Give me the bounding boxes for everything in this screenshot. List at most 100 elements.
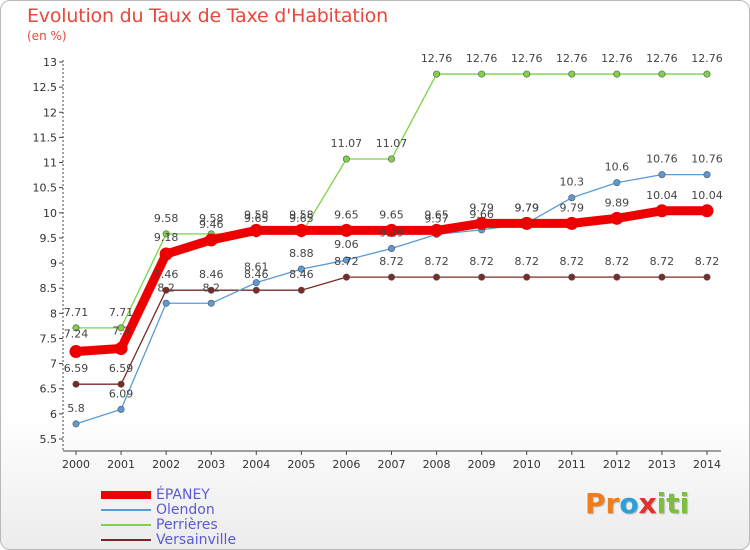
data-label: 12.76 — [421, 52, 453, 65]
legend-label: Perrières — [156, 517, 218, 533]
y-tick-label: 9.5 — [40, 232, 58, 245]
data-point — [162, 286, 170, 294]
data-label: 9.57 — [424, 212, 449, 225]
data-point — [658, 70, 666, 78]
y-tick-label: 12.5 — [33, 81, 58, 94]
data-label: 10.3 — [560, 176, 585, 189]
data-point — [207, 286, 215, 294]
x-tick-label: 2003 — [197, 458, 225, 471]
data-point — [342, 155, 350, 163]
data-point — [478, 70, 486, 78]
y-tick-label: 9 — [50, 257, 57, 270]
data-label: 9.79 — [514, 201, 539, 214]
data-point — [342, 273, 350, 281]
data-point — [339, 223, 353, 237]
data-point — [568, 194, 576, 202]
data-label: 5.8 — [67, 402, 85, 415]
data-label: 9.65 — [424, 208, 449, 221]
data-label: 8.46 — [199, 268, 224, 281]
data-label: 7.71 — [109, 306, 134, 319]
x-tick-label: 2005 — [287, 458, 315, 471]
data-point — [613, 273, 621, 281]
data-label: 6.59 — [109, 362, 134, 375]
y-tick-label: 8 — [50, 307, 57, 320]
data-point — [475, 216, 489, 230]
data-point — [72, 420, 80, 428]
data-label: 9.65 — [334, 208, 359, 221]
data-point — [387, 155, 395, 163]
data-label: 8.72 — [514, 255, 539, 268]
data-label: 9.06 — [334, 238, 359, 251]
legend-label: ÉPANEY — [156, 487, 210, 503]
legend-swatch — [101, 539, 151, 541]
data-point — [523, 273, 531, 281]
data-label: 9.18 — [154, 231, 179, 244]
data-label: 12.76 — [511, 52, 543, 65]
y-tick-label: 11 — [43, 157, 57, 170]
data-label: 12.76 — [691, 52, 723, 65]
data-label: 10.76 — [691, 153, 723, 166]
y-tick-label: 7.5 — [40, 332, 58, 345]
data-label: 9.79 — [514, 201, 539, 214]
data-point — [658, 273, 666, 281]
data-label: 11.07 — [331, 137, 363, 150]
data-label: 9.29 — [379, 226, 404, 239]
data-point — [159, 247, 173, 261]
data-label: 8.46 — [154, 268, 179, 281]
data-label: 11.07 — [376, 137, 408, 150]
data-label: 8.46 — [289, 268, 314, 281]
logo-letters: Pr — [585, 487, 620, 520]
data-point — [613, 70, 621, 78]
data-label: 12.76 — [466, 52, 498, 65]
data-point — [162, 299, 170, 307]
data-point — [69, 345, 83, 359]
data-label: 10.6 — [605, 161, 630, 174]
x-tick-label: 2008 — [423, 458, 451, 471]
data-point — [252, 279, 260, 287]
data-label: 9.58 — [244, 208, 269, 221]
data-label: 7.3 — [112, 325, 130, 338]
legend-label: Olendon — [156, 502, 215, 518]
x-tick-label: 2006 — [332, 458, 360, 471]
proxiti-logo: Proxiti — [585, 487, 689, 520]
y-tick-label: 6.5 — [40, 383, 58, 396]
data-point — [430, 223, 444, 237]
logo-letters: x — [638, 487, 657, 520]
data-label: 9.46 — [199, 218, 224, 231]
legend-swatch — [101, 491, 151, 499]
data-label: 8.72 — [379, 255, 404, 268]
data-label: 6.59 — [64, 362, 89, 375]
data-label: 9.58 — [154, 212, 179, 225]
data-point — [297, 265, 305, 273]
x-tick-label: 2011 — [558, 458, 586, 471]
y-tick-label: 12 — [43, 106, 57, 119]
data-label: 12.76 — [646, 52, 678, 65]
data-label: 8.2 — [202, 281, 220, 294]
data-label: 7.71 — [64, 306, 89, 319]
logo-letters: o — [619, 487, 639, 520]
chart-title: Evolution du Taux de Taxe d'Habitation — [27, 5, 388, 27]
data-label: 8.88 — [289, 247, 314, 260]
data-label: 9.58 — [289, 208, 314, 221]
y-tick-label: 11.5 — [33, 131, 58, 144]
y-tick-label: 5.5 — [40, 433, 58, 446]
data-label: 12.76 — [601, 52, 633, 65]
data-point — [72, 380, 80, 388]
y-tick-label: 13 — [43, 56, 57, 69]
data-point — [703, 70, 711, 78]
logo-letters: iti — [656, 487, 690, 520]
data-point — [385, 223, 398, 237]
y-tick-label: 7 — [50, 358, 57, 371]
data-point — [478, 273, 486, 281]
data-label: 8.72 — [605, 255, 630, 268]
data-label: 9.65 — [289, 212, 314, 225]
data-point — [204, 233, 218, 247]
data-label: 8.72 — [334, 255, 359, 268]
data-point — [249, 223, 263, 237]
data-point — [117, 405, 125, 413]
data-point — [568, 273, 576, 281]
data-point — [72, 324, 80, 332]
y-tick-label: 10.5 — [33, 182, 58, 195]
x-tick-label: 2012 — [603, 458, 631, 471]
